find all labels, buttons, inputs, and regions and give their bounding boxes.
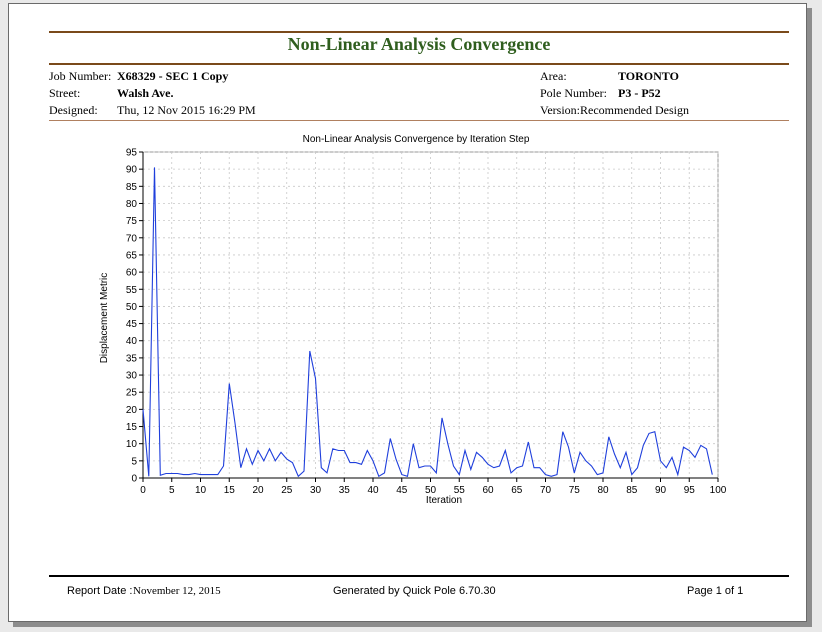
report-title: Non-Linear Analysis Convergence — [287, 34, 551, 54]
y-tick-label: 55 — [126, 285, 138, 296]
report-date-label: Report Date : — [67, 585, 133, 597]
y-tick-label: 70 — [126, 233, 138, 244]
x-tick-label: 45 — [396, 485, 408, 496]
designed-label: Designed: — [49, 103, 98, 117]
y-tick-label: 30 — [126, 371, 138, 382]
version-label: Version: — [540, 103, 580, 117]
x-tick-label: 0 — [140, 485, 146, 496]
version-value: Recommended Design — [580, 103, 689, 117]
y-tick-label: 65 — [126, 250, 138, 261]
x-tick-label: 20 — [252, 485, 264, 496]
title-top-rule — [49, 31, 789, 33]
x-tick-label: 35 — [339, 485, 351, 496]
x-tick-label: 60 — [482, 485, 494, 496]
plot-frame — [142, 151, 719, 479]
x-tick-label: 95 — [684, 485, 696, 496]
pole-number-label: Pole Number: — [540, 86, 607, 100]
series-line — [142, 167, 713, 478]
report-page: Non-Linear Analysis Convergence Job Numb… — [8, 3, 807, 622]
y-tick-label: 0 — [131, 474, 137, 485]
footer-rule — [49, 575, 789, 577]
chart-title: Non-Linear Analysis Convergence by Itera… — [303, 134, 530, 145]
x-tick-label: 65 — [511, 485, 523, 496]
y-tick-label: 95 — [126, 148, 138, 159]
convergence-chart: Non-Linear Analysis Convergence by Itera… — [99, 134, 727, 506]
x-tick-label: 70 — [540, 485, 552, 496]
title-bottom-rule — [49, 63, 789, 65]
pole-number-value: P3 - P52 — [618, 86, 661, 100]
y-tick-label: 10 — [126, 439, 138, 450]
x-tick-label: 15 — [224, 485, 236, 496]
y-tick-label: 20 — [126, 405, 138, 416]
y-tick-label: 40 — [126, 336, 138, 347]
y-tick-label: 85 — [126, 182, 138, 193]
page-number: Page 1 of 1 — [687, 585, 744, 597]
y-tick-label: 35 — [126, 353, 138, 364]
x-tick-label: 5 — [169, 485, 175, 496]
x-tick-label: 80 — [597, 485, 609, 496]
y-tick-label: 90 — [126, 165, 138, 176]
y-tick-label: 25 — [126, 388, 138, 399]
x-tick-label: 10 — [195, 485, 207, 496]
x-tick-label: 55 — [454, 485, 466, 496]
x-axis-label: Iteration — [426, 495, 462, 506]
area-label: Area: — [540, 69, 567, 83]
y-tick-label: 75 — [126, 216, 138, 227]
y-tick-label: 45 — [126, 319, 138, 330]
x-tick-label: 100 — [710, 485, 727, 496]
x-tick-label: 85 — [626, 485, 638, 496]
x-tick-label: 75 — [569, 485, 581, 496]
y-tick-label: 5 — [131, 456, 137, 467]
x-tick-label: 90 — [655, 485, 667, 496]
x-tick-label: 50 — [425, 485, 437, 496]
y-axis-label: Displacement Metric — [99, 273, 110, 364]
y-tick-label: 50 — [126, 302, 138, 313]
generated-by: Generated by Quick Pole 6.70.30 — [333, 585, 496, 597]
y-tick-label: 15 — [126, 422, 138, 433]
x-tick-label: 25 — [281, 485, 293, 496]
job-number-label: Job Number: — [49, 69, 112, 83]
designed-value: Thu, 12 Nov 2015 16:29 PM — [117, 103, 256, 117]
y-tick-label: 80 — [126, 199, 138, 210]
job-number-value: X68329 - SEC 1 Copy — [117, 69, 229, 83]
report-date-value: November 12, 2015 — [133, 585, 221, 597]
x-tick-label: 30 — [310, 485, 322, 496]
street-label: Street: — [49, 86, 81, 100]
area-value: TORONTO — [618, 69, 679, 83]
street-value: Walsh Ave. — [117, 86, 174, 100]
header-divider — [49, 120, 789, 121]
y-tick-label: 60 — [126, 268, 138, 279]
x-tick-label: 40 — [367, 485, 379, 496]
